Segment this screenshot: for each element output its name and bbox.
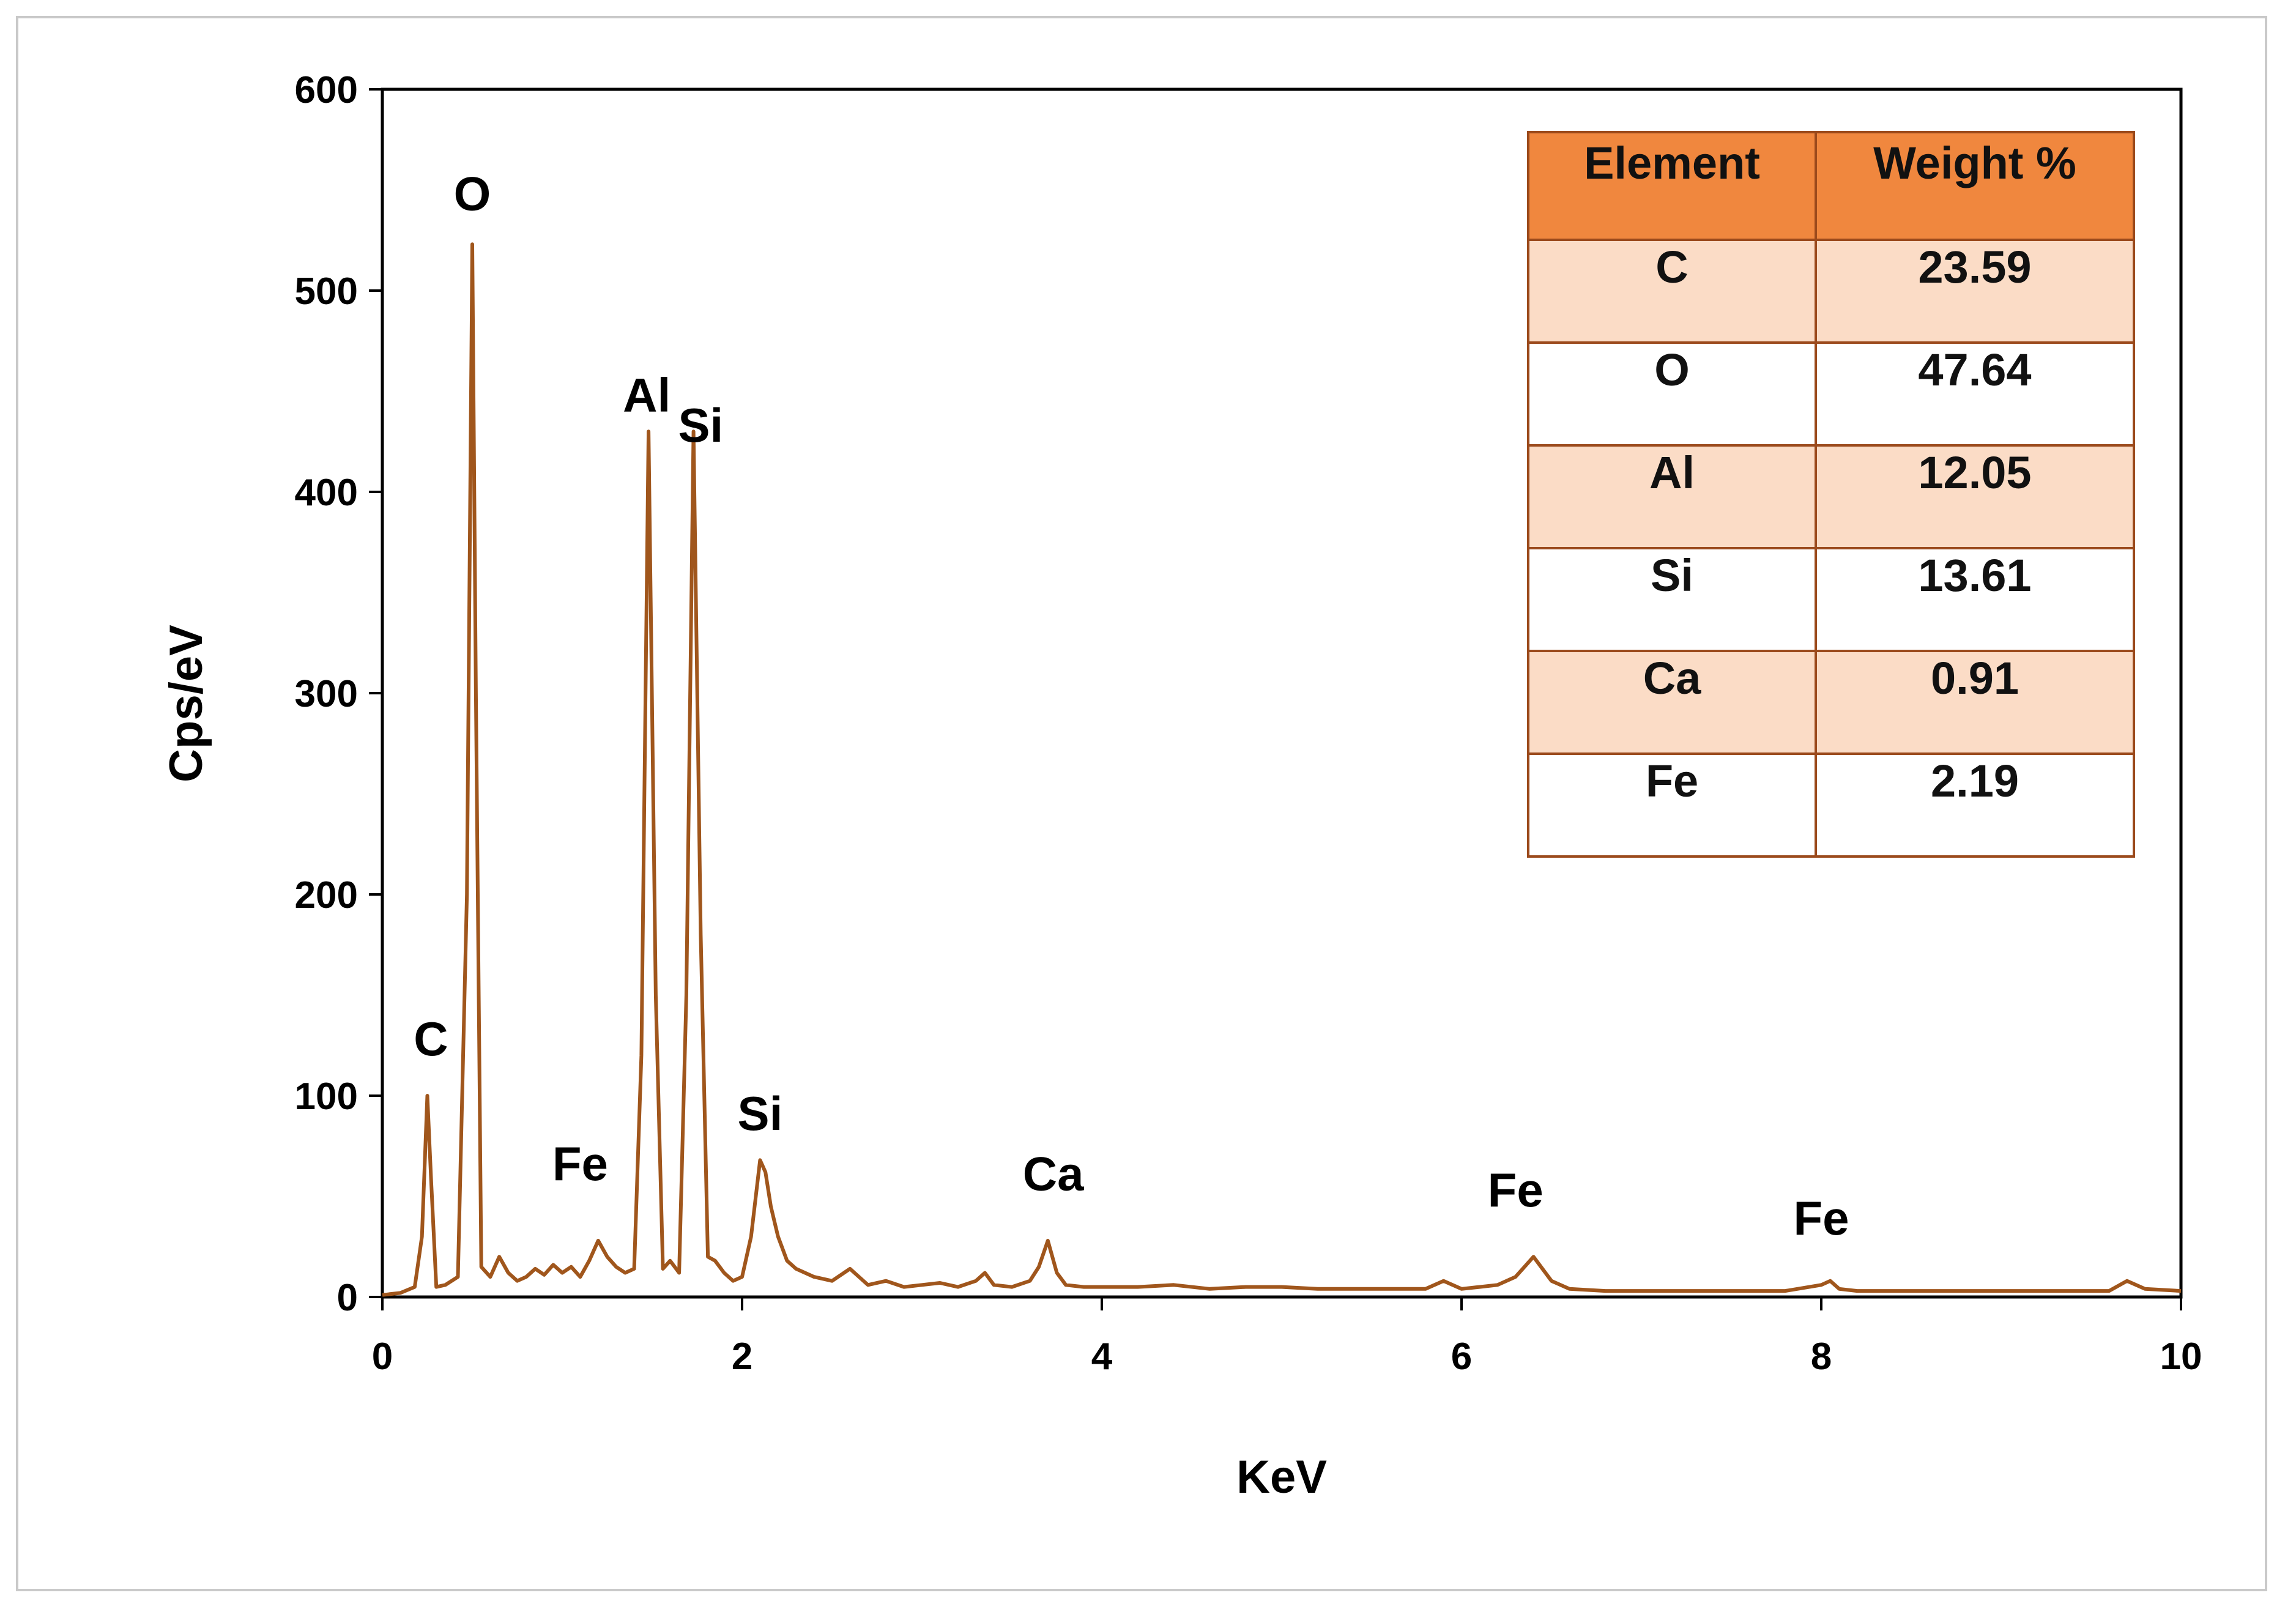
table-cell: Al (1649, 447, 1695, 498)
peak-label: Ca (1023, 1147, 1084, 1201)
peak-label: Fe (1793, 1191, 1849, 1245)
table-row-bg (1528, 548, 2134, 651)
x-tick-label: 10 (2160, 1336, 2202, 1378)
peak-label: Si (678, 398, 724, 452)
y-axis-ticks: 0 100 200 300 400 500 600 (295, 69, 382, 1319)
table-border (1527, 131, 2135, 858)
table-header-cell: Element (1584, 138, 1760, 188)
y-tick-label: 0 (337, 1277, 358, 1319)
table-row-bg (1528, 240, 2134, 343)
y-tick-label: 500 (295, 270, 358, 313)
x-tick-label: 2 (732, 1336, 752, 1378)
y-tick-label: 300 (295, 673, 358, 715)
table-cell: 47.64 (1918, 344, 2031, 395)
x-tick-label: 6 (1451, 1336, 1472, 1378)
peak-label: O (454, 166, 491, 220)
y-tick-label: 600 (295, 69, 358, 111)
table-cell: O (1654, 344, 1690, 395)
x-tick-label: 8 (1811, 1336, 1832, 1378)
y-tick-label: 200 (295, 874, 358, 916)
y-tick-label: 400 (295, 472, 358, 514)
table-cell: 2.19 (1931, 756, 2019, 806)
table-cell: Fe (1646, 756, 1698, 806)
table-row-bg (1528, 343, 2134, 445)
table-cell: 23.59 (1918, 242, 2031, 292)
table-cell: C (1655, 242, 1688, 292)
peak-label: Fe (552, 1137, 608, 1191)
table-row-bg (1528, 445, 2134, 548)
y-axis-title: Cps/eV (160, 625, 212, 782)
x-tick-label: 4 (1091, 1336, 1113, 1378)
table-cell: 0.91 (1931, 653, 2019, 704)
peak-label: Fe (1488, 1163, 1544, 1217)
peak-label: Al (623, 368, 671, 422)
table-cell: 13.61 (1918, 550, 2031, 601)
table-cell: Ca (1643, 653, 1701, 704)
table-row-bg (1528, 651, 2134, 754)
x-axis-ticks: 0 2 4 6 8 10 (372, 1297, 2202, 1378)
table-header-cell: Weight % (1873, 138, 2076, 188)
x-tick-label: 0 (372, 1336, 393, 1378)
table-header-bg (1528, 132, 2134, 240)
table-cell: Si (1651, 550, 1693, 601)
table-cell: 12.05 (1918, 447, 2031, 498)
x-axis-title: KeV (1236, 1451, 1327, 1503)
spectrum-line (382, 242, 2182, 1297)
table-row-bg (1528, 754, 2134, 857)
peak-label: Si (738, 1087, 783, 1140)
element-weight-table: Element Weight % C 23.59 O 47.64 Al 12.05 Si 13.6… (1527, 131, 2135, 858)
peak-label: C (414, 1012, 448, 1066)
y-tick-label: 100 (295, 1076, 358, 1118)
